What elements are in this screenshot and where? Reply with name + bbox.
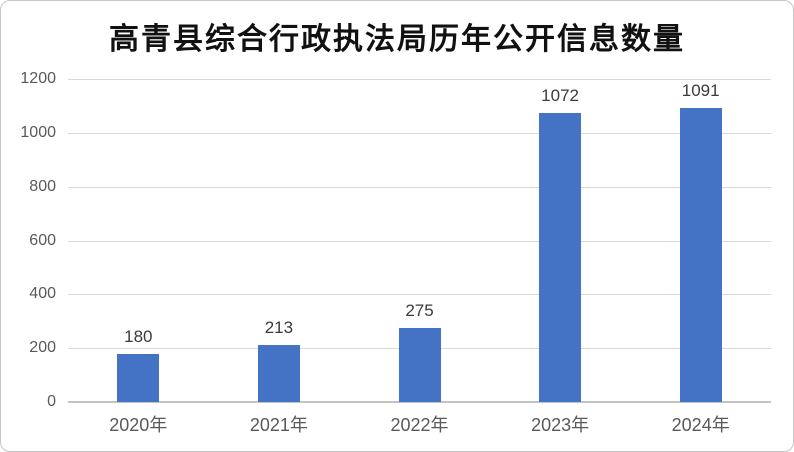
gridline	[68, 79, 771, 80]
bar-2021年	[257, 344, 300, 402]
y-tick-label: 0	[47, 393, 56, 410]
bar-value-label: 1072	[541, 86, 580, 106]
bar-value-label: 1091	[681, 81, 720, 101]
chart-title: 高青县综合行政执法局历年公开信息数量	[109, 23, 685, 56]
bar-2022年	[398, 327, 441, 402]
x-axis-label: 2022年	[390, 415, 449, 435]
bar-value-label: 275	[405, 300, 434, 320]
bar-value-label: 213	[264, 317, 294, 337]
y-tick-label: 200	[29, 339, 56, 357]
gridline	[68, 186, 771, 188]
bar-2023年	[539, 113, 582, 402]
y-tick-label: 1200	[20, 70, 56, 87]
x-axis-label: 2021年	[249, 415, 308, 435]
y-tick-label: 600	[29, 231, 56, 249]
y-tick-label: 400	[29, 285, 56, 303]
bar-2020年	[117, 353, 160, 402]
gridline	[68, 132, 771, 134]
x-axis-label: 2020年	[109, 415, 168, 435]
y-tick-label: 800	[29, 177, 56, 195]
plot-area: 180 213 275 1072 1091	[68, 79, 771, 403]
x-axis-label: 2023年	[531, 415, 590, 435]
y-tick-label: 1000	[20, 123, 56, 141]
gridline	[68, 240, 771, 242]
x-axis-line	[68, 401, 771, 403]
gridline	[68, 294, 771, 296]
bar-value-label: 180	[124, 326, 153, 346]
x-axis-label: 2024年	[671, 415, 730, 435]
bar-2024年	[679, 108, 722, 402]
